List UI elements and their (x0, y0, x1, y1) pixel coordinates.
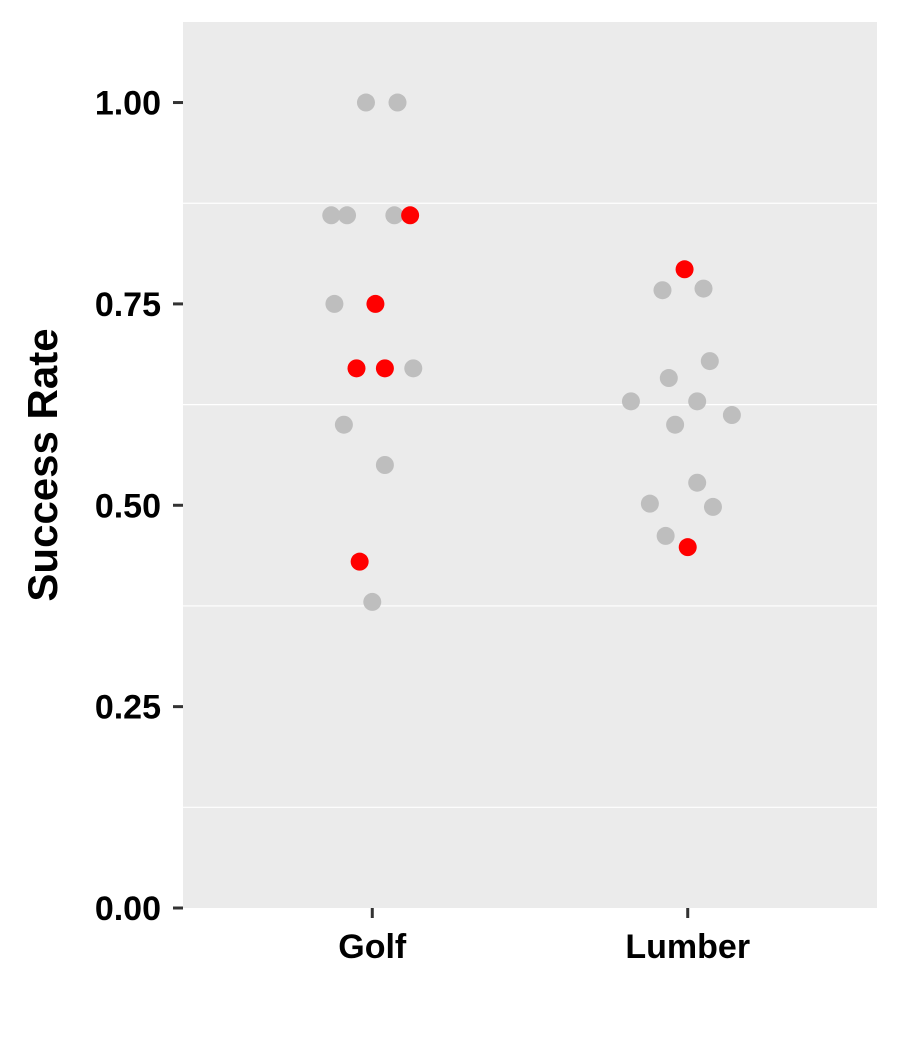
data-point (703, 497, 722, 516)
y-axis-title: Success Rate (19, 328, 66, 601)
highlighted-data-point (366, 294, 385, 313)
highlighted-data-point (347, 359, 366, 378)
highlighted-data-point (350, 552, 369, 571)
y-tick-label: 0.25 (95, 689, 161, 727)
data-point (722, 406, 741, 425)
data-point (363, 592, 382, 611)
data-point (338, 206, 357, 225)
y-tick-label: 0.50 (95, 487, 161, 525)
data-point (666, 415, 685, 434)
data-point (356, 93, 375, 112)
highlighted-data-point (675, 260, 694, 279)
y-tick-label: 1.00 (95, 85, 161, 123)
data-point (404, 359, 423, 378)
plot-panel (183, 22, 877, 908)
data-point (688, 392, 707, 411)
highlighted-data-point (678, 538, 697, 557)
y-tick-label: 0.75 (95, 286, 161, 324)
highlighted-data-point (401, 206, 420, 225)
x-axis: Golf Lumber (338, 908, 750, 966)
data-point (640, 494, 659, 513)
data-point (688, 473, 707, 492)
data-point (656, 526, 675, 545)
y-axis: 0.00 0.25 0.50 0.75 1.00 (95, 85, 183, 928)
highlighted-data-point (375, 359, 394, 378)
y-tick-label: 0.00 (95, 890, 161, 928)
data-point (334, 415, 353, 434)
data-point (653, 281, 672, 300)
x-tick-label: Lumber (625, 928, 750, 966)
x-tick-label: Golf (338, 928, 407, 966)
data-point (388, 93, 407, 112)
data-point (621, 392, 640, 411)
data-point (322, 206, 341, 225)
minor-gridlines (183, 202, 877, 808)
data-points (322, 93, 741, 611)
data-point (325, 294, 344, 313)
data-point (694, 279, 713, 298)
data-point (385, 206, 404, 225)
data-point (700, 352, 719, 371)
data-point (659, 369, 678, 388)
data-point (375, 456, 394, 474)
